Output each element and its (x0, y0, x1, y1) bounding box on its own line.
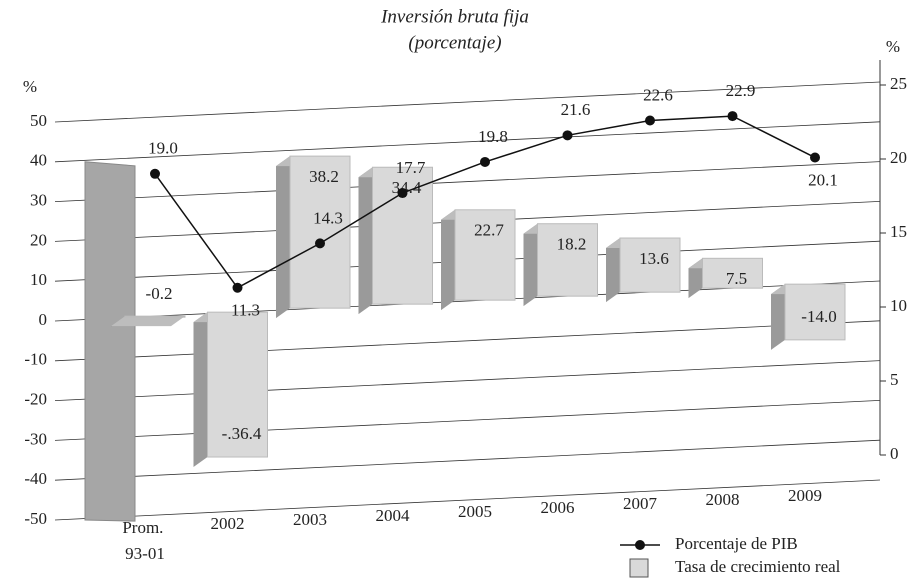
line-value-label: 19.8 (478, 127, 508, 146)
grid-line (54, 360, 881, 401)
bar-group (441, 209, 516, 311)
x-tick-label: 2002 (211, 514, 245, 533)
y2-tick-label: 15 (890, 222, 907, 241)
bar-side (441, 209, 455, 311)
y-tick-label: 30 (30, 191, 47, 210)
bar-group (276, 155, 351, 319)
line-point (810, 152, 820, 163)
y-tick-label: -10 (24, 350, 47, 369)
bar-value-label: -.36.4 (222, 424, 262, 443)
line-value-label: 14.3 (313, 208, 343, 227)
x-tick-label: Prom. 93-01 (122, 518, 167, 563)
line-point (232, 282, 243, 293)
line-point (480, 156, 490, 167)
x-tick-label: 2004 (376, 506, 411, 525)
line-value-label: 11.3 (231, 301, 260, 320)
chart-subtitle: (porcentaje) (408, 32, 501, 53)
y2-tick-label: 20 (890, 148, 907, 167)
y-axis-label: % (23, 77, 37, 96)
bar-value-label: -0.2 (146, 284, 173, 303)
legend-label: Tasa de crecimiento real (675, 557, 841, 576)
x-tick-label-line: Prom. (122, 518, 167, 537)
legend-swatch (629, 558, 649, 578)
line-value-label: 22.6 (643, 85, 673, 104)
grid-line (54, 439, 881, 481)
x-tick-label: 2005 (458, 502, 492, 521)
grid-line (54, 81, 881, 123)
bar-side (193, 312, 208, 468)
bar (537, 223, 598, 297)
bar (207, 311, 268, 458)
bar (702, 257, 763, 289)
y2-tick-label: 10 (890, 296, 907, 315)
y-tick-label: 0 (39, 310, 48, 329)
line-value-label: 20.1 (808, 170, 838, 189)
bar-side (771, 284, 785, 350)
bar-group (523, 223, 598, 307)
line-point (397, 188, 408, 199)
y2-axis-label: % (886, 37, 900, 56)
line-point (727, 111, 738, 122)
line-value-label: 22.9 (726, 81, 756, 100)
bar-value-label: 22.7 (474, 221, 504, 240)
y-tick-label: 10 (30, 270, 47, 289)
y-tick-label: -20 (24, 390, 47, 409)
y-tick-label: 40 (30, 151, 47, 170)
bar-group (688, 257, 763, 299)
grid-line (54, 400, 881, 441)
grid-line (54, 121, 881, 163)
bar-value-label: -14.0 (801, 307, 836, 326)
bar-group (111, 315, 186, 327)
y-tick-label: -30 (24, 429, 47, 448)
bar (784, 283, 846, 341)
bar-value-label: 38.2 (309, 167, 339, 186)
legend-label: Porcentaje de PIB (675, 534, 798, 553)
line-point (562, 130, 573, 141)
bar-side (276, 156, 290, 319)
bar-side (358, 167, 373, 315)
bar (124, 315, 186, 318)
line-point (315, 238, 325, 249)
bar-group (771, 283, 846, 350)
grid-line (54, 161, 881, 202)
line-value-label: 19.0 (148, 139, 178, 158)
bar (454, 209, 516, 301)
bar-value-label: 13.6 (639, 249, 669, 268)
bar-group (193, 311, 268, 468)
bar (619, 237, 681, 293)
y-tick-label: 50 (30, 111, 47, 130)
bar-side (606, 238, 620, 303)
line-value-label: 17.7 (396, 158, 426, 177)
x-tick-label: 2006 (541, 498, 575, 517)
left-wall (84, 161, 136, 522)
bar-top (111, 316, 185, 327)
line-point (150, 168, 160, 179)
x-tick-label: 2008 (706, 490, 740, 509)
y2-tick-label: 0 (890, 444, 899, 463)
grid-line (54, 320, 881, 362)
grid-line (54, 479, 881, 521)
line-value-label: 21.6 (561, 100, 591, 119)
x-tick-label-line: 93-01 (125, 544, 165, 563)
bar-group (606, 237, 681, 303)
y2-tick-label: 5 (890, 370, 899, 389)
x-tick-label: 2009 (788, 486, 822, 505)
bar-value-label: 7.5 (726, 269, 747, 288)
y-tick-label: -40 (24, 469, 47, 488)
x-tick-label: 2003 (293, 510, 327, 529)
y-tick-label: 20 (30, 230, 47, 249)
y2-tick-label: 25 (890, 74, 907, 93)
y-tick-label: -50 (24, 509, 47, 528)
line-point (645, 115, 655, 126)
bar-value-label: 18.2 (557, 235, 587, 254)
x-tick-label: 2007 (623, 494, 658, 513)
legend-marker (635, 540, 645, 550)
bar (289, 155, 351, 309)
bar-side (523, 223, 538, 307)
chart-title: Inversión bruta fija (380, 6, 529, 27)
